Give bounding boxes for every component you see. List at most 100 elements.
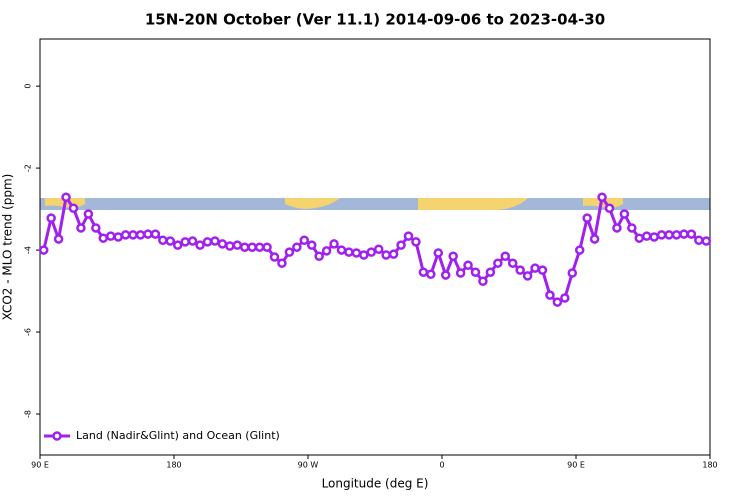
data-point bbox=[433, 248, 444, 258]
data-point bbox=[83, 209, 94, 219]
data-point bbox=[485, 267, 496, 277]
data-point bbox=[478, 276, 488, 286]
data-point bbox=[664, 230, 674, 240]
data-point bbox=[269, 252, 280, 262]
data-point bbox=[656, 230, 667, 240]
data-point bbox=[232, 240, 243, 250]
data-point bbox=[418, 267, 429, 277]
data-point bbox=[612, 223, 622, 233]
data-point bbox=[366, 247, 377, 257]
land-patch bbox=[418, 198, 528, 210]
data-point bbox=[306, 240, 317, 250]
data-point bbox=[217, 239, 228, 249]
data-point bbox=[46, 213, 56, 223]
data-point bbox=[440, 270, 451, 280]
land-patch bbox=[285, 198, 340, 209]
data-point bbox=[321, 246, 332, 256]
data-point bbox=[589, 234, 600, 244]
data-point bbox=[225, 241, 235, 251]
data-point bbox=[128, 230, 138, 240]
data-point bbox=[388, 249, 399, 259]
data-point bbox=[686, 229, 697, 239]
x-tick-label: 90 E bbox=[567, 461, 585, 470]
data-point bbox=[634, 233, 645, 243]
data-point bbox=[68, 203, 79, 214]
x-tick-label: 180 bbox=[702, 461, 717, 470]
data-point bbox=[336, 245, 347, 255]
data-point bbox=[567, 268, 578, 278]
data-point bbox=[552, 297, 563, 307]
data-point bbox=[426, 269, 436, 280]
data-point bbox=[627, 223, 637, 233]
legend-label: Land (Nadir&Glint) and Ocean (Glint) bbox=[76, 429, 280, 442]
data-point bbox=[500, 251, 511, 261]
data-point bbox=[210, 236, 220, 246]
data-point bbox=[98, 233, 109, 243]
data-point bbox=[38, 245, 49, 255]
y-axis-label: XCO2 - MLO trend (ppm) bbox=[1, 174, 15, 321]
x-tick-label: 90 W bbox=[298, 461, 319, 470]
data-point bbox=[679, 229, 689, 239]
data-point bbox=[522, 271, 533, 281]
data-point bbox=[694, 235, 704, 245]
data-point bbox=[150, 229, 161, 239]
plot-frame bbox=[39, 38, 711, 456]
data-point bbox=[180, 237, 190, 247]
data-point bbox=[187, 236, 198, 246]
data-point bbox=[120, 230, 131, 240]
data-point bbox=[671, 230, 682, 240]
data-point bbox=[463, 260, 473, 270]
data-point bbox=[172, 240, 183, 250]
data-point bbox=[292, 242, 302, 252]
map-strip bbox=[40, 198, 710, 210]
data-point bbox=[105, 231, 116, 241]
x-axis-label: Longitude (deg E) bbox=[322, 477, 429, 491]
data-point bbox=[604, 203, 615, 214]
data-point bbox=[448, 251, 458, 261]
data-point bbox=[582, 213, 592, 223]
data-point bbox=[91, 223, 101, 233]
data-point bbox=[597, 192, 607, 202]
data-point bbox=[641, 231, 652, 241]
data-point bbox=[158, 235, 168, 245]
data-point bbox=[262, 242, 272, 252]
data-point bbox=[373, 244, 384, 255]
data-point bbox=[277, 258, 287, 268]
data-point bbox=[493, 258, 503, 268]
data-point bbox=[202, 237, 213, 247]
y-tick-label: -2 bbox=[24, 164, 33, 172]
data-point bbox=[53, 234, 64, 244]
data-point bbox=[76, 223, 86, 233]
x-tick-label: 90 E bbox=[31, 461, 49, 470]
data-point bbox=[143, 229, 153, 239]
data-point bbox=[61, 192, 71, 202]
data-point bbox=[351, 248, 362, 258]
data-point bbox=[329, 239, 339, 249]
data-point bbox=[135, 230, 146, 240]
data-point bbox=[701, 236, 712, 246]
x-tick-label: 0 bbox=[439, 461, 444, 470]
data-point bbox=[403, 231, 414, 241]
data-point bbox=[254, 242, 265, 252]
data-point bbox=[515, 265, 525, 275]
chart-title: 15N-20N October (Ver 11.1) 2014-09-06 to… bbox=[145, 11, 605, 29]
y-tick-label: -4 bbox=[24, 246, 33, 254]
data-point bbox=[507, 258, 518, 268]
data-point bbox=[560, 293, 570, 303]
data-point bbox=[574, 245, 585, 255]
data-point bbox=[239, 242, 250, 252]
data-point bbox=[455, 268, 466, 278]
data-point bbox=[470, 267, 481, 277]
data-point bbox=[359, 250, 369, 260]
data-point bbox=[165, 236, 176, 246]
data-point bbox=[299, 235, 310, 245]
data-point bbox=[113, 232, 123, 242]
data-point bbox=[545, 290, 555, 300]
data-point bbox=[314, 251, 324, 261]
data-point bbox=[344, 247, 354, 257]
data-point bbox=[396, 240, 406, 250]
legend-marker bbox=[52, 431, 62, 441]
x-tick-label: 180 bbox=[166, 461, 181, 470]
data-point bbox=[381, 250, 391, 260]
